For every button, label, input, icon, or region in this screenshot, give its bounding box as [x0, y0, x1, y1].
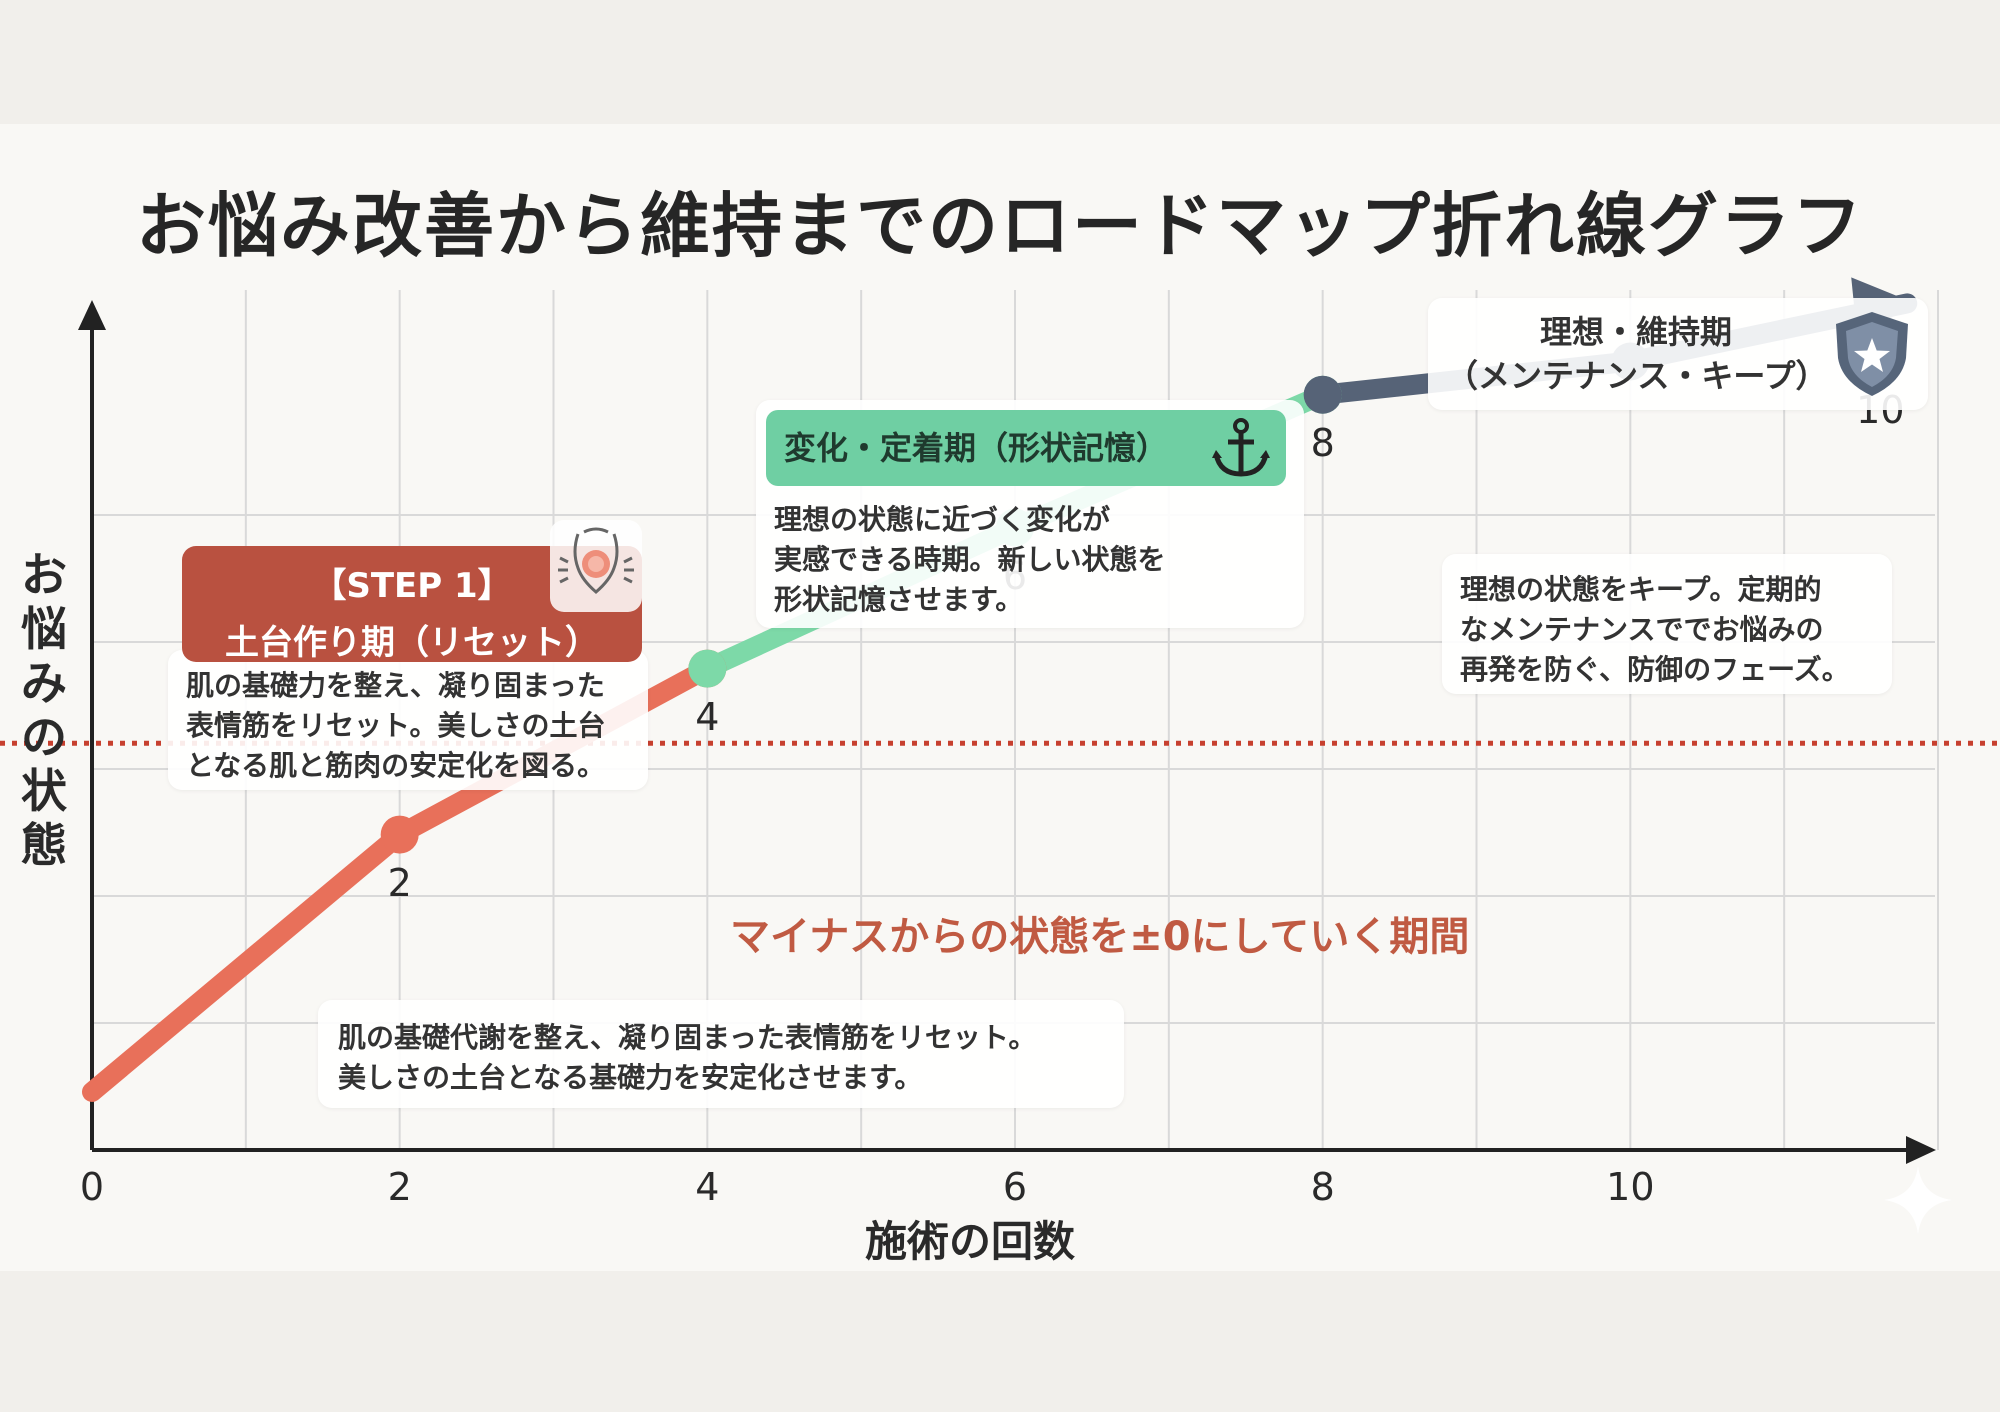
x-tick-label: 0	[79, 1165, 105, 1209]
data-point	[1303, 375, 1342, 414]
chart-title: お悩み改善から維持までのロードマップ折れ線グラフ	[136, 185, 1864, 267]
step1-desc-card: 肌の基礎力を整え、凝り固まった 表情筋をリセット。美しさの土台 となる肌と筋肉の…	[168, 650, 648, 790]
phase2-pill: 変化・定着期（形状記憶）	[766, 410, 1286, 486]
sparkle-icon	[1880, 1162, 1956, 1238]
x-tick-label: 6	[1002, 1165, 1028, 1209]
data-point	[380, 815, 419, 854]
phase3-desc: 理想の状態をキープ。定期的 なメンテナンスででお悩みの 再発を防ぐ、防御のフェー…	[1460, 573, 1850, 686]
x-tick-label: 8	[1310, 1165, 1335, 1209]
data-point	[688, 649, 727, 688]
reference-line-label: マイナスからの状態を±0にしていく期間	[730, 914, 1470, 960]
step1-tag: 【STEP 1】	[312, 566, 512, 606]
y-axis-arrow	[78, 300, 106, 330]
step1-title: 土台作り期（リセット）	[225, 623, 599, 663]
anchor-icon	[1206, 414, 1276, 484]
bottom-desc: 肌の基礎代謝を整え、凝り固まった表情筋をリセット。 美しさの土台となる基礎力を安…	[338, 1021, 1037, 1094]
axes	[78, 300, 1936, 1164]
phase2-title: 変化・定着期（形状記憶）	[784, 429, 1169, 467]
bottom-desc-card: 肌の基礎代謝を整え、凝り固まった表情筋をリセット。 美しさの土台となる基礎力を安…	[318, 1000, 1124, 1108]
x-tick-label: 4	[695, 1165, 720, 1209]
step1-desc: 肌の基礎力を整え、凝り固まった 表情筋をリセット。美しさの土台 となる肌と筋肉の…	[186, 669, 606, 782]
x-axis-arrow	[1906, 1136, 1936, 1164]
point-label: 8	[1310, 420, 1335, 465]
x-axis-label: 施術の回数	[864, 1217, 1075, 1266]
x-tick-label: 2	[387, 1165, 412, 1209]
face-icon	[548, 518, 644, 614]
point-label: 2	[387, 860, 412, 905]
phase2-desc: 理想の状態に近づく変化が 実感できる時期。新しい状態を 形状記憶させます。	[774, 503, 1166, 616]
shield-star-icon	[1830, 308, 1914, 400]
y-axis-label: お悩みの状態	[21, 548, 67, 872]
phase3-title: 理想・維持期 （メンテナンス・キープ）	[1446, 313, 1828, 395]
phase3-desc-card: 理想の状態をキープ。定期的 なメンテナンスででお悩みの 再発を防ぐ、防御のフェー…	[1442, 554, 1892, 694]
point-label: 4	[695, 694, 720, 739]
x-tick-label: 10	[1606, 1165, 1655, 1209]
